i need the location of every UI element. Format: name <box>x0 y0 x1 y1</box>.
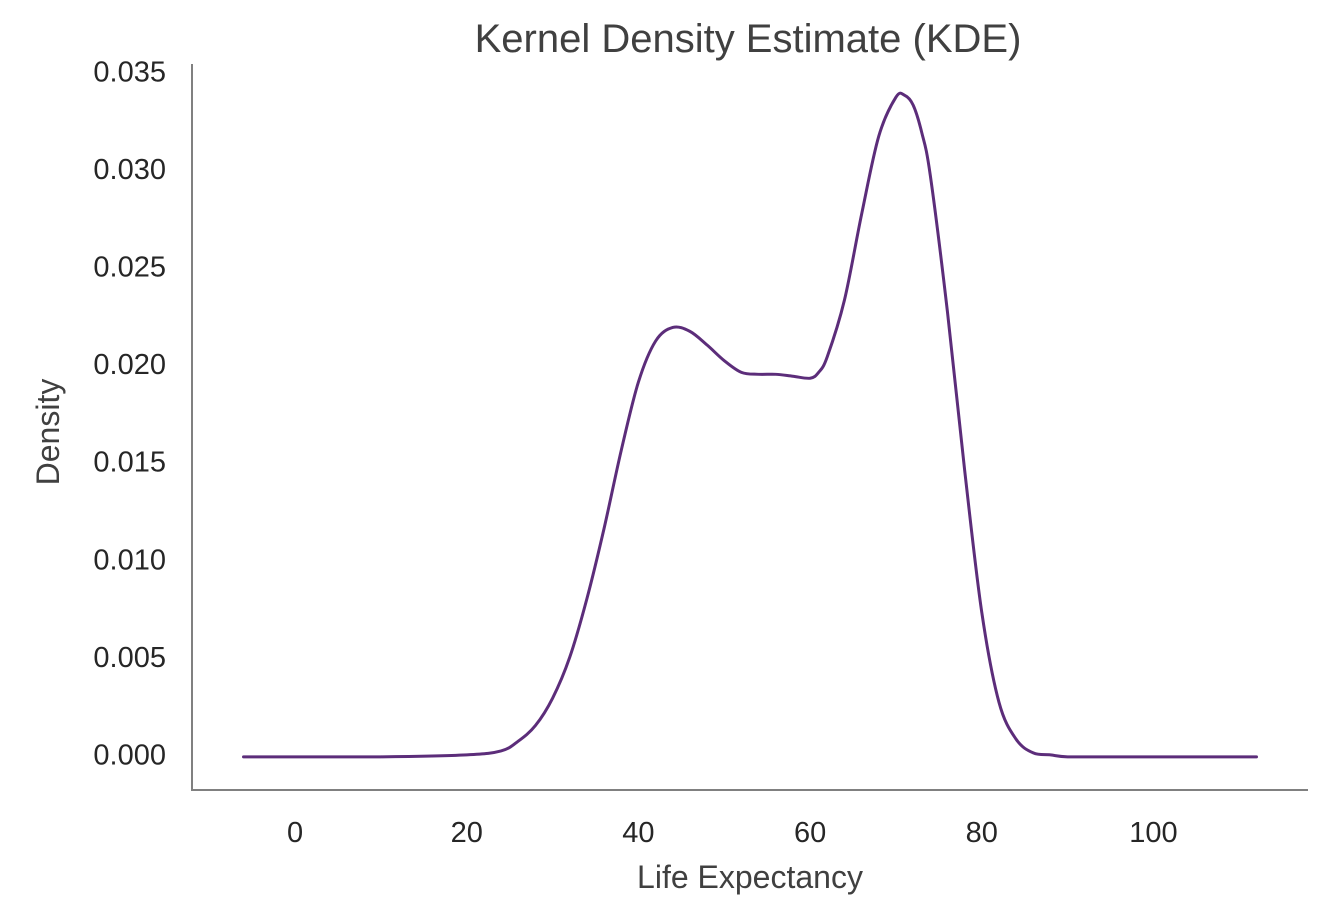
y-tick-label: 0.030 <box>93 154 166 186</box>
x-tick-label: 80 <box>966 817 998 849</box>
x-tick-label: 100 <box>1129 817 1177 849</box>
y-axis-label: Density <box>30 379 66 486</box>
y-tick-label: 0.020 <box>93 349 166 381</box>
y-tick-label: 0.005 <box>93 642 166 674</box>
y-tick-label: 0.015 <box>93 447 166 479</box>
kde-series-line <box>242 91 1258 759</box>
y-tick-label: 0.000 <box>93 739 166 771</box>
y-axis-ticks: 0.000 0.005 0.010 0.015 0.020 0.025 0.030 0.035 <box>93 56 166 771</box>
x-axis-ticks: 0 20 40 60 80 100 <box>287 817 1178 849</box>
x-tick-label: 20 <box>451 817 483 849</box>
x-tick-label: 0 <box>287 817 303 849</box>
plot-area <box>242 91 1258 759</box>
x-axis-label: Life Expectancy <box>637 859 863 895</box>
chart-title: Kernel Density Estimate (KDE) <box>475 17 1022 61</box>
x-tick-label: 40 <box>622 817 654 849</box>
y-tick-label: 0.010 <box>93 544 166 576</box>
x-tick-label: 60 <box>794 817 826 849</box>
y-tick-label: 0.035 <box>93 56 166 88</box>
y-tick-label: 0.025 <box>93 252 166 284</box>
